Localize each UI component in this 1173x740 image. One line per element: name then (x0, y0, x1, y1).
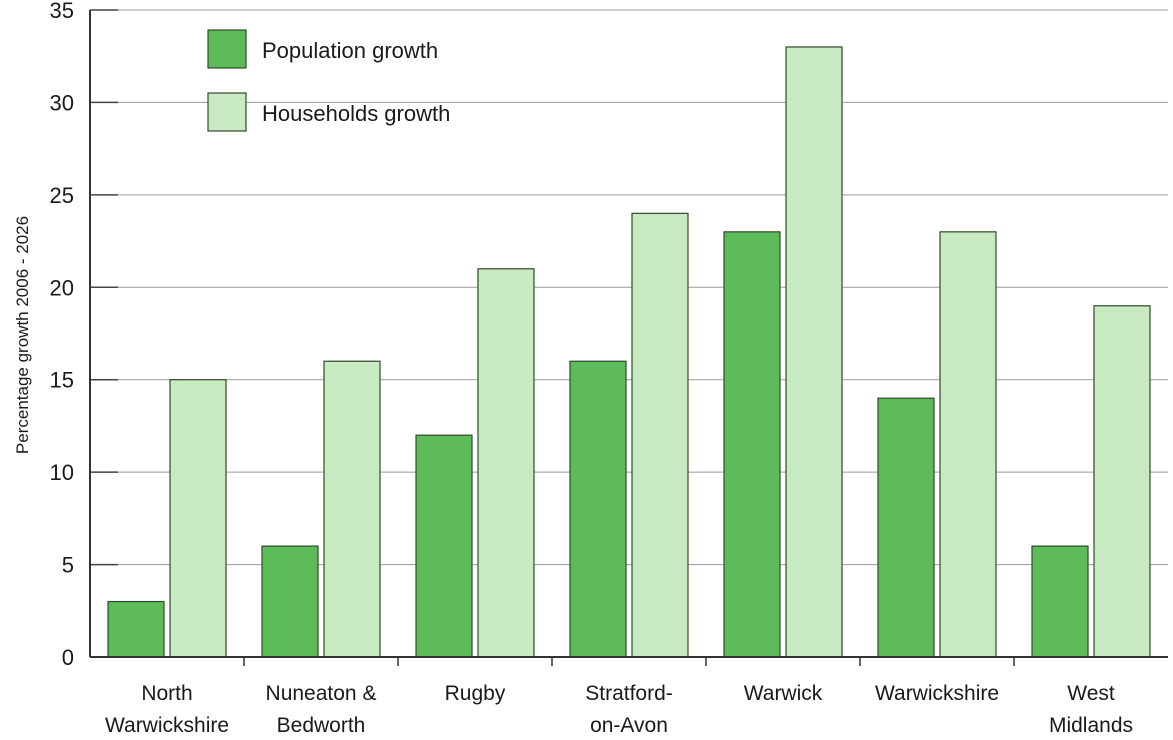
households-bar (323, 360, 381, 658)
y-tick-label: 20 (50, 275, 74, 300)
population-bar (261, 545, 319, 658)
population-bar (723, 231, 781, 658)
households-bar (939, 231, 997, 658)
x-category-label: Warwick (744, 682, 823, 705)
population-bar (415, 434, 473, 658)
households-bar (1093, 305, 1151, 658)
households-bar (785, 46, 843, 658)
y-tick-label: 10 (50, 460, 74, 485)
gridlines (90, 9, 1168, 566)
population-bar (107, 600, 165, 658)
x-category-label: Warwickshire (105, 714, 229, 737)
x-category-label: Bedworth (277, 714, 366, 737)
y-tick-labels: 0 5 10 15 20 25 30 35 (50, 0, 74, 670)
households-bar (631, 212, 689, 658)
households-bar (477, 268, 535, 658)
x-category-label: on-Avon (590, 714, 668, 737)
x-category-label: Midlands (1049, 714, 1133, 737)
legend: Population growth Households growth (207, 29, 450, 132)
legend-label-households: Households growth (262, 101, 450, 126)
legend-label-population: Population growth (262, 38, 438, 63)
households-bar (169, 379, 227, 658)
population-bar (877, 397, 935, 658)
y-tick-label: 25 (50, 183, 74, 208)
axes (89, 9, 1168, 666)
population-bar (1031, 545, 1089, 658)
x-category-labels: North Warwickshire Nuneaton & Bedworth Rugby… (105, 682, 1133, 737)
y-tick-label: 15 (50, 368, 74, 393)
y-tick-label: 0 (62, 645, 74, 670)
x-category-label: Nuneaton & (266, 682, 377, 705)
bars (107, 46, 1151, 658)
y-tick-label: 30 (50, 90, 74, 115)
x-category-label: Warwickshire (875, 682, 999, 705)
x-category-label: Rugby (445, 682, 506, 705)
y-tick-label: 5 (62, 553, 74, 578)
population-bar (569, 360, 627, 658)
legend-swatch-population (207, 29, 247, 69)
x-category-label: North (141, 682, 192, 705)
x-category-label: Stratford- (585, 682, 673, 705)
x-category-label: West (1067, 682, 1115, 705)
y-axis-label: Percentage growth 2006 - 2026 (13, 216, 32, 454)
legend-swatch-households (207, 92, 247, 132)
y-tick-label: 35 (50, 0, 74, 23)
